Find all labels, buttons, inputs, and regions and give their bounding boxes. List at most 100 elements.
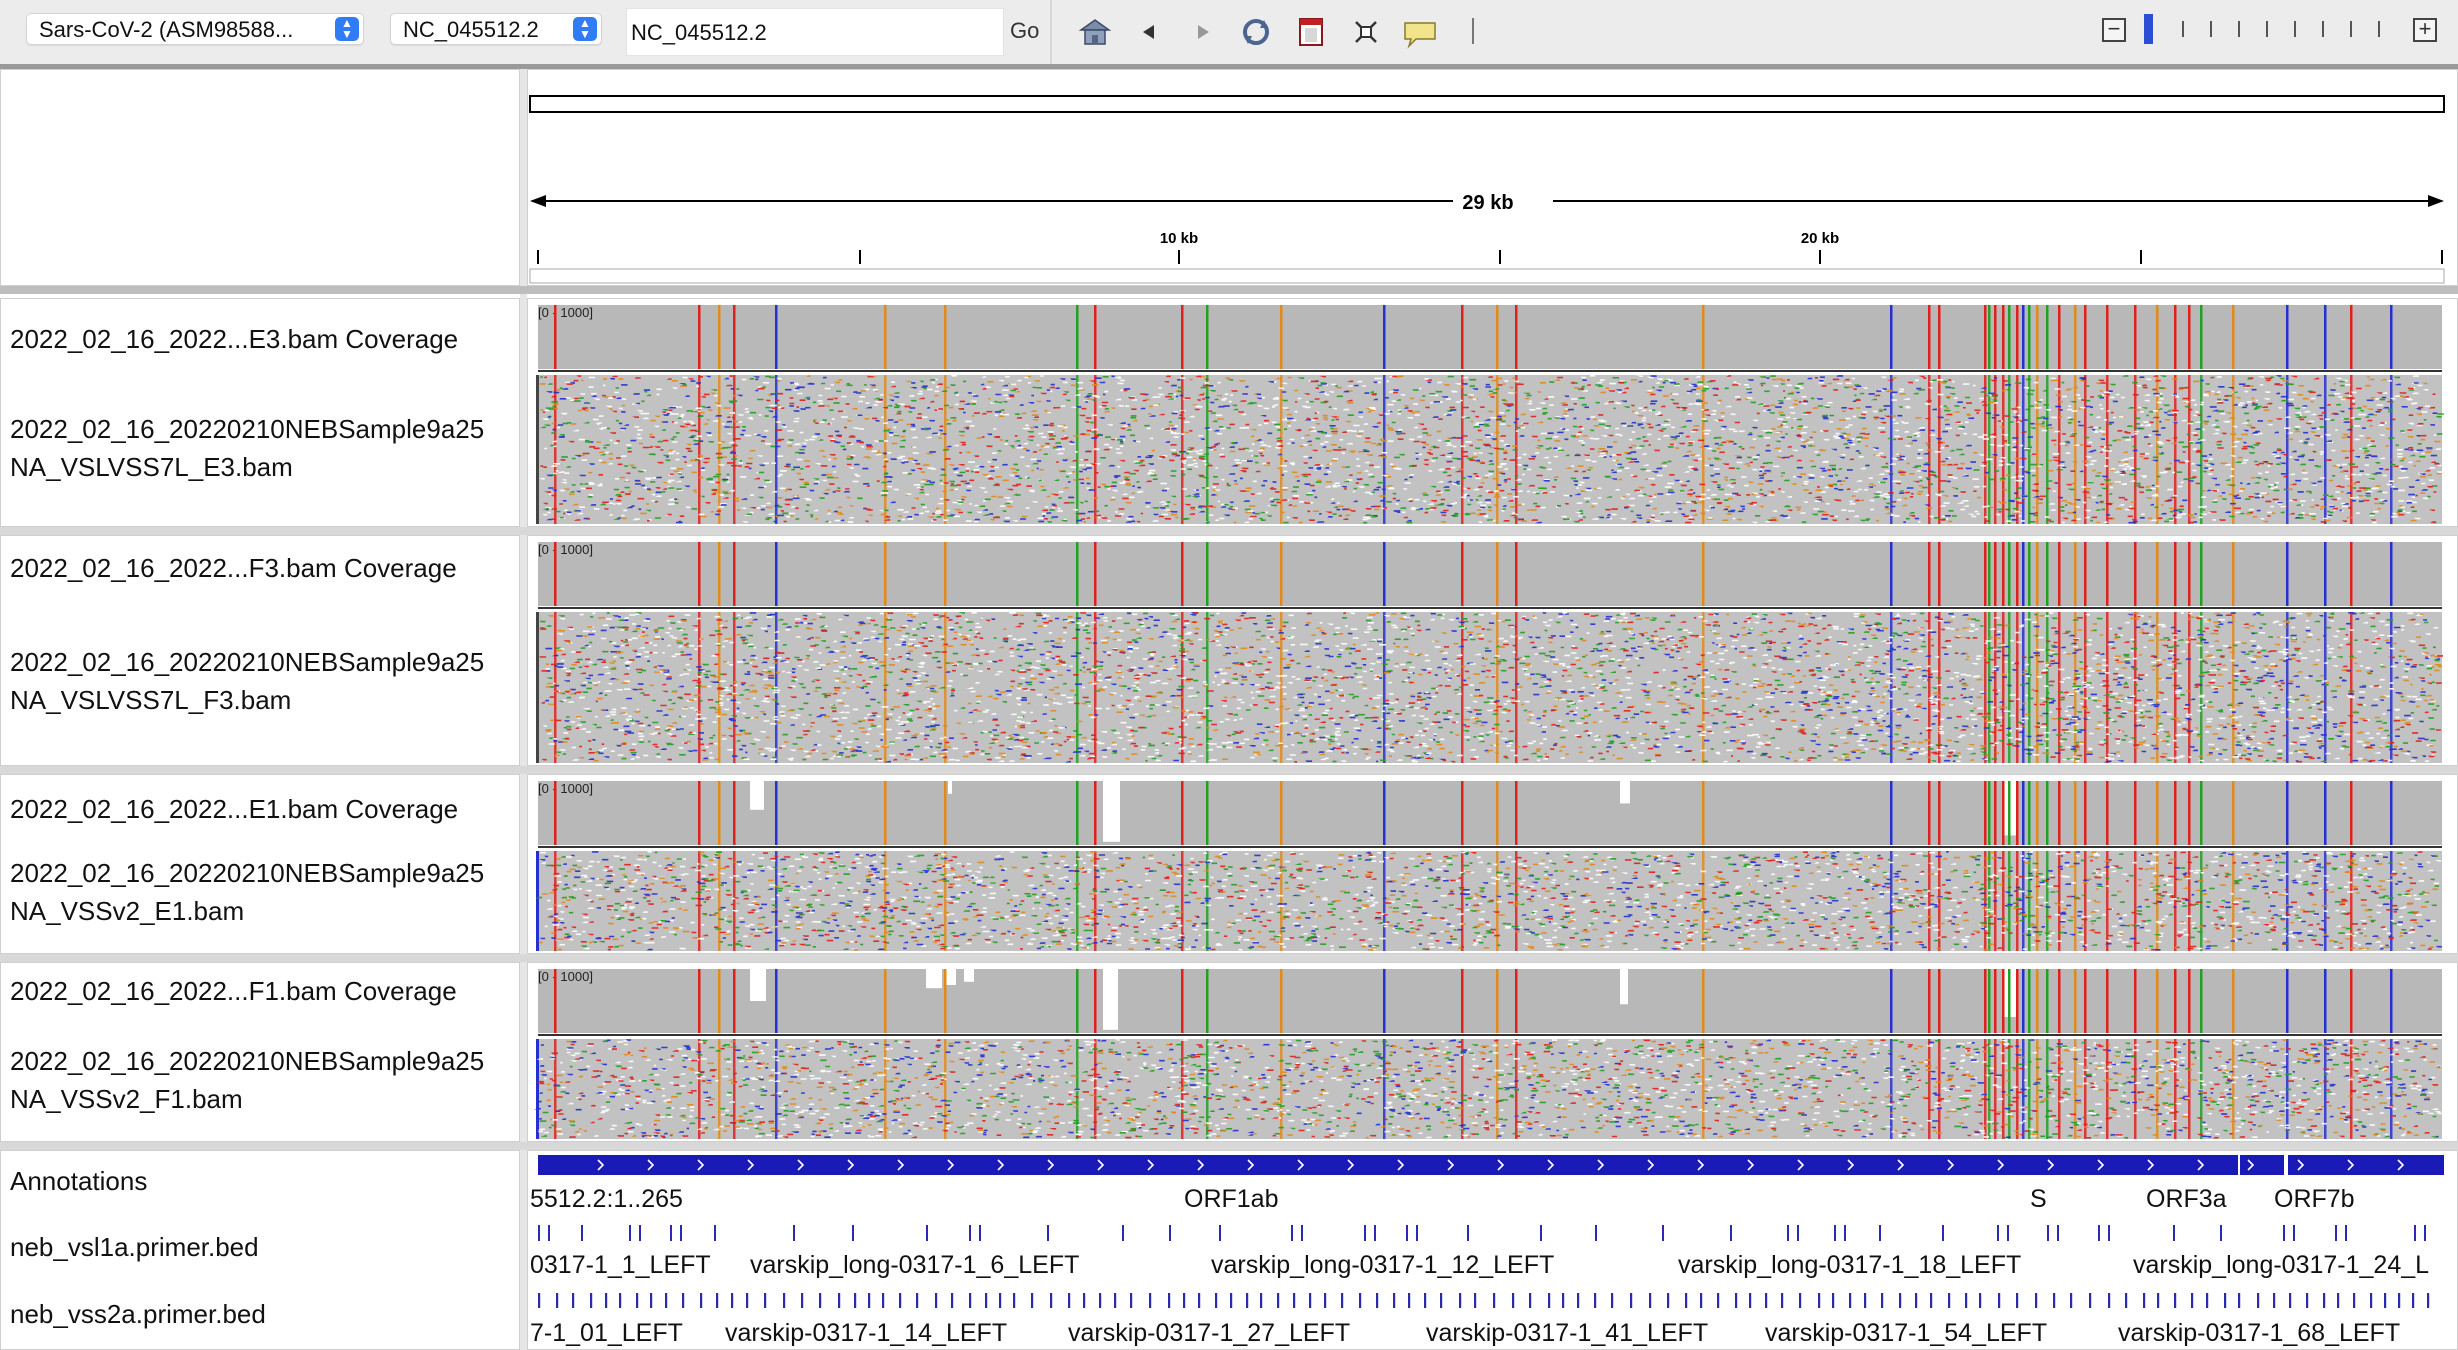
primer-feature[interactable] xyxy=(2191,1293,2194,1308)
coverage-variant-bar[interactable] xyxy=(2156,542,2159,606)
primer-feature[interactable] xyxy=(1047,1225,1049,1241)
primer-feature[interactable] xyxy=(969,1225,971,1241)
primer-feature[interactable] xyxy=(1260,1293,1263,1308)
primer-feature[interactable] xyxy=(969,1293,972,1308)
zoom-slider-tick[interactable] xyxy=(2378,21,2380,37)
go-button[interactable]: Go xyxy=(1010,18,1040,43)
coverage-variant-bar[interactable] xyxy=(1461,781,1464,845)
coverage-variant-bar[interactable] xyxy=(1890,305,1893,369)
coverage-variant-bar[interactable] xyxy=(944,969,947,1033)
alignment-track-name[interactable]: 2022_02_16_20220210NEBSample9a25 xyxy=(10,1046,485,1076)
coverage-variant-bar[interactable] xyxy=(1496,542,1499,606)
primer-feature[interactable] xyxy=(1997,1225,1999,1241)
primer-feature[interactable] xyxy=(1930,1293,1933,1308)
primer-feature[interactable] xyxy=(1408,1293,1411,1308)
coverage-variant-bar[interactable] xyxy=(554,305,557,369)
coverage-variant-bar[interactable] xyxy=(2008,305,2011,369)
coverage-variant-bar[interactable] xyxy=(2286,542,2289,606)
primer-feature[interactable] xyxy=(2273,1293,2276,1308)
primer-feature[interactable] xyxy=(1667,1293,1670,1308)
coverage-variant-bar[interactable] xyxy=(2286,969,2289,1033)
primer-feature[interactable] xyxy=(2173,1225,2175,1241)
primer-feature[interactable] xyxy=(1359,1293,1362,1308)
coverage-variant-bar[interactable] xyxy=(2324,969,2327,1033)
primer-feature[interactable] xyxy=(2414,1225,2416,1241)
coverage-variant-bar[interactable] xyxy=(2036,305,2039,369)
primer-feature[interactable] xyxy=(1700,1293,1703,1308)
coverage-variant-bar[interactable] xyxy=(2350,969,2353,1033)
primer-feature[interactable] xyxy=(2174,1293,2177,1308)
coverage-variant-bar[interactable] xyxy=(1702,781,1705,845)
coverage-variant-bar[interactable] xyxy=(1383,542,1386,606)
coverage-variant-bar[interactable] xyxy=(2058,305,2061,369)
primer-feature[interactable] xyxy=(868,1293,871,1308)
coverage-variant-bar[interactable] xyxy=(1515,969,1518,1033)
coverage-track-name[interactable]: 2022_02_16_2022...E1.bam Coverage xyxy=(10,794,459,824)
primer-feature[interactable] xyxy=(838,1293,841,1308)
coverage-variant-bar[interactable] xyxy=(2232,305,2235,369)
primer-feature[interactable] xyxy=(1013,1293,1016,1308)
coverage-variant-bar[interactable] xyxy=(775,305,778,369)
coverage-variant-bar[interactable] xyxy=(2134,969,2137,1033)
primer-feature[interactable] xyxy=(1416,1225,1418,1241)
coverage-variant-bar[interactable] xyxy=(1984,781,1987,845)
coverage-variant-bar[interactable] xyxy=(2134,781,2137,845)
coverage-variant-bar[interactable] xyxy=(2188,969,2191,1033)
primer-feature[interactable] xyxy=(1277,1293,1280,1308)
coverage-variant-bar[interactable] xyxy=(2174,781,2177,845)
coverage-variant-bar[interactable] xyxy=(2390,542,2393,606)
coverage-variant-bar[interactable] xyxy=(2350,542,2353,606)
annotations-track-name[interactable]: Annotations xyxy=(10,1166,148,1196)
coverage-variant-bar[interactable] xyxy=(718,305,721,369)
coverage-variant-bar[interactable] xyxy=(1984,542,1987,606)
primer-feature[interactable] xyxy=(1630,1293,1633,1308)
primer-feature[interactable] xyxy=(1594,1293,1597,1308)
primer-feature[interactable] xyxy=(1879,1225,1881,1241)
coverage-variant-bar[interactable] xyxy=(1076,969,1079,1033)
primer-feature[interactable] xyxy=(764,1293,767,1308)
coverage-variant-bar[interactable] xyxy=(1928,305,1931,369)
coverage-variant-bar[interactable] xyxy=(2106,305,2109,369)
primer-feature[interactable] xyxy=(1215,1293,1218,1308)
primer-feature[interactable] xyxy=(1942,1225,1944,1241)
primer-feature[interactable] xyxy=(2143,1293,2146,1308)
primer-feature[interactable] xyxy=(1169,1225,1171,1241)
coverage-variant-bar[interactable] xyxy=(2008,542,2011,606)
coverage-variant-bar[interactable] xyxy=(2324,542,2327,606)
coverage-variant-bar[interactable] xyxy=(1076,781,1079,845)
primer-feature[interactable] xyxy=(1781,1293,1784,1308)
coverage-variant-bar[interactable] xyxy=(2174,542,2177,606)
coverage-variant-bar[interactable] xyxy=(2134,542,2137,606)
primer-feature[interactable] xyxy=(1849,1293,1852,1308)
primer-feature[interactable] xyxy=(2412,1293,2415,1308)
coverage-variant-bar[interactable] xyxy=(1928,781,1931,845)
coverage-variant-bar[interactable] xyxy=(718,542,721,606)
alignment-track-name[interactable]: 2022_02_16_20220210NEBSample9a25 xyxy=(10,647,485,677)
coverage-variant-bar[interactable] xyxy=(2016,542,2019,606)
coverage-track[interactable]: [0 - 1000] xyxy=(538,542,2442,609)
coverage-variant-bar[interactable] xyxy=(1496,969,1499,1033)
primer-feature[interactable] xyxy=(605,1293,608,1308)
primer-feature[interactable] xyxy=(2289,1293,2292,1308)
coverage-variant-bar[interactable] xyxy=(2046,305,2049,369)
coverage-variant-bar[interactable] xyxy=(2286,781,2289,845)
primer-feature[interactable] xyxy=(590,1293,593,1308)
primer-feature[interactable] xyxy=(572,1293,575,1308)
coverage-variant-bar[interactable] xyxy=(698,542,701,606)
primer-feature[interactable] xyxy=(1031,1293,1034,1308)
primer-feature[interactable] xyxy=(1440,1293,1443,1308)
coverage-variant-bar[interactable] xyxy=(2084,969,2087,1033)
coverage-variant-bar[interactable] xyxy=(1515,781,1518,845)
primer-feature[interactable] xyxy=(1424,1293,1427,1308)
coverage-variant-bar[interactable] xyxy=(554,781,557,845)
primer-feature[interactable] xyxy=(2427,1293,2430,1308)
primer-feature[interactable] xyxy=(1611,1293,1614,1308)
locus-input[interactable]: NC_045512.2 xyxy=(626,8,1004,56)
coverage-variant-bar[interactable] xyxy=(2074,305,2077,369)
primer-feature[interactable] xyxy=(746,1293,749,1308)
primer-feature[interactable] xyxy=(2353,1293,2356,1308)
primer-feature[interactable] xyxy=(2157,1293,2160,1308)
zoom-slider-tick[interactable] xyxy=(2210,21,2212,37)
zoom-out-button[interactable]: − xyxy=(2102,18,2126,42)
coverage-variant-bar[interactable] xyxy=(884,305,887,369)
